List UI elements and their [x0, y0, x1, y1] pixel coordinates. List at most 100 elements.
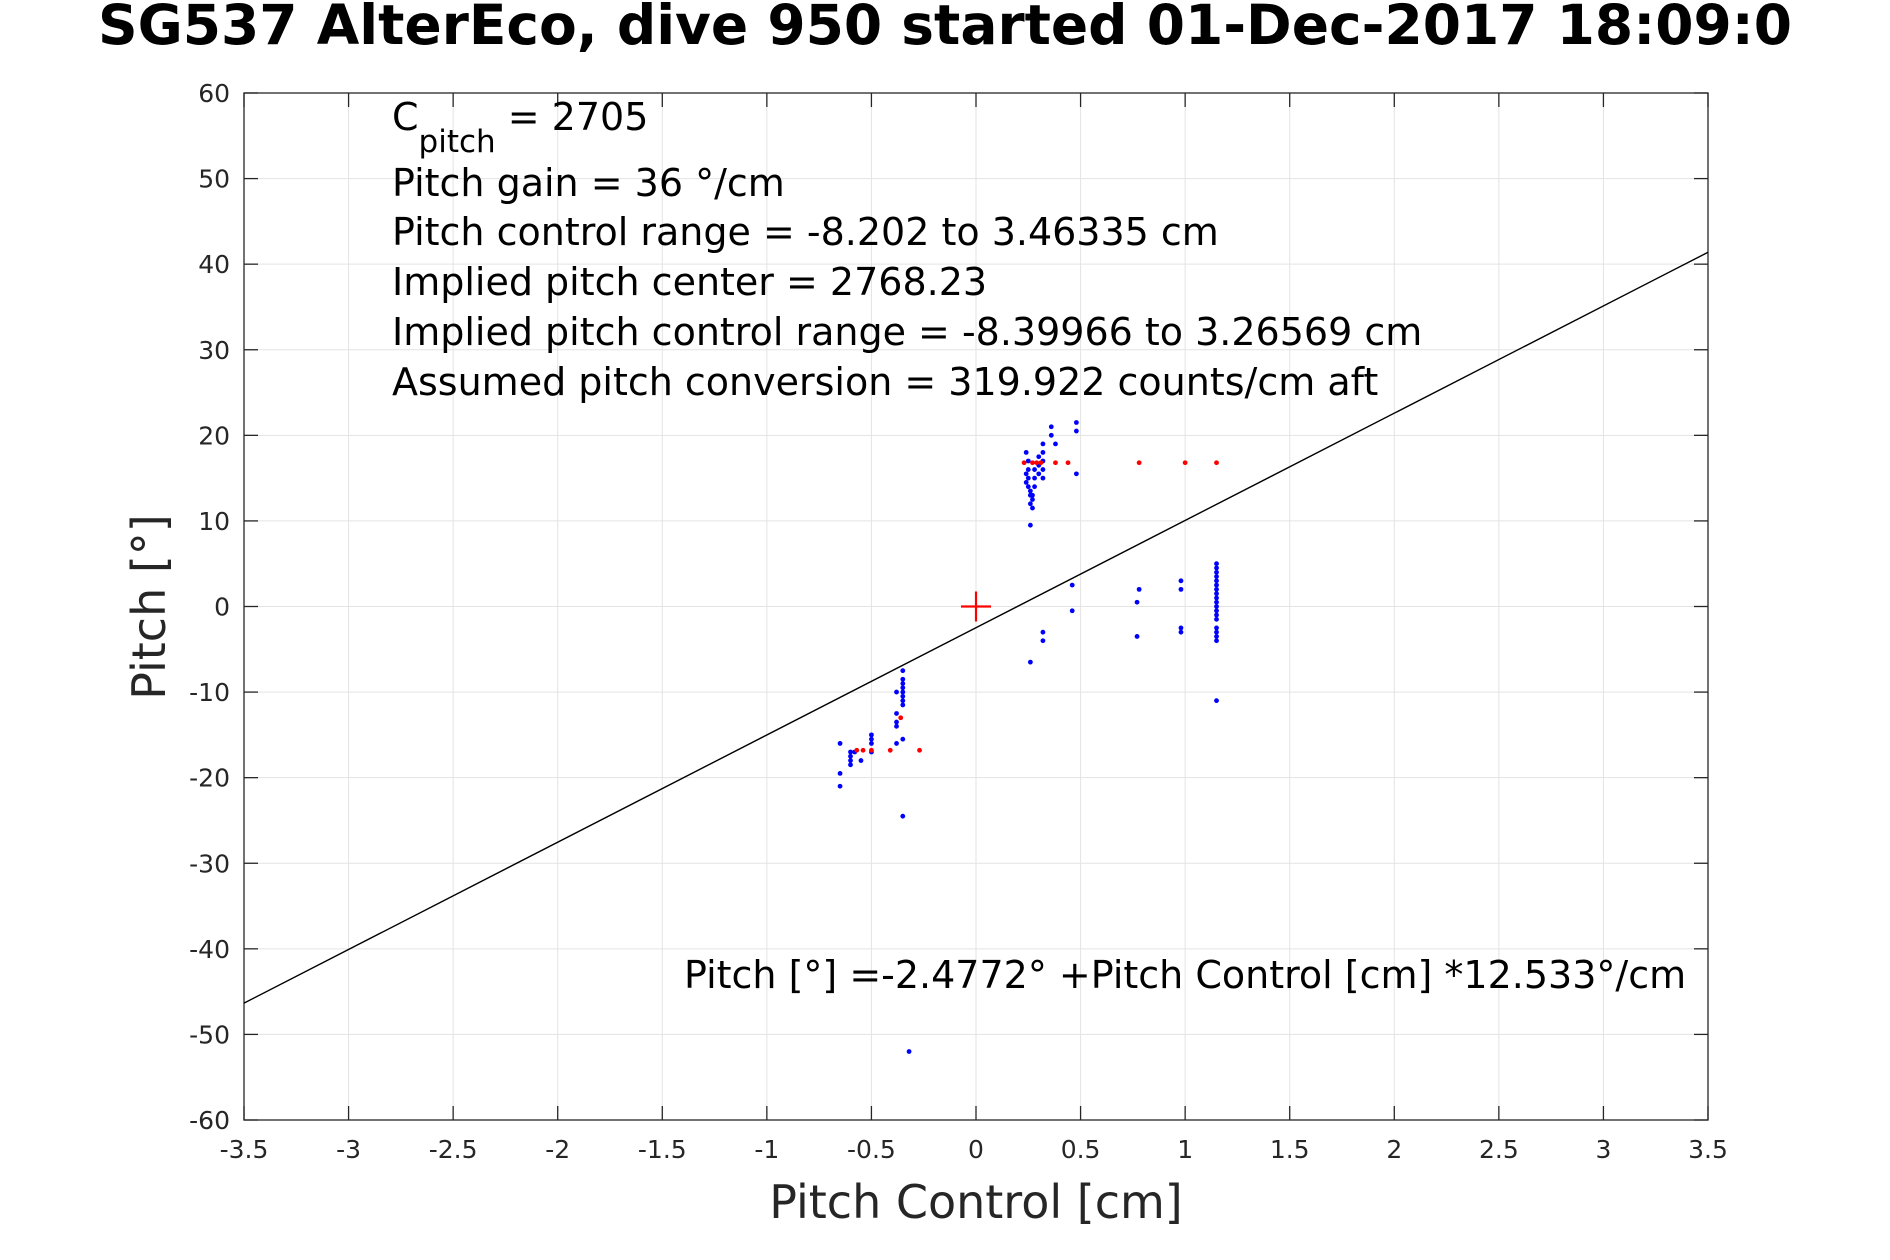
data-point-blue	[906, 1049, 912, 1054]
data-point-red	[869, 747, 874, 753]
data-point-blue	[900, 685, 906, 691]
annotation-implied-pitch-center: Implied pitch center = 2768.23	[392, 260, 987, 304]
data-point-blue	[848, 753, 853, 759]
data-point-blue	[1178, 629, 1184, 635]
y-tick-label: 40	[198, 250, 230, 279]
data-point-blue	[1040, 638, 1046, 644]
y-tick-label: 20	[198, 421, 230, 450]
data-point-blue	[894, 719, 899, 725]
data-point-blue	[894, 689, 899, 695]
data-point-red	[854, 747, 860, 753]
data-points	[837, 420, 1219, 1054]
data-point-red	[860, 747, 866, 753]
data-point-blue	[1027, 522, 1033, 528]
data-point-blue	[1048, 424, 1054, 430]
data-point-blue	[1027, 659, 1033, 665]
data-point-blue	[1214, 638, 1219, 644]
data-point-red	[1053, 460, 1058, 466]
x-tick-label: 2.5	[1479, 1135, 1519, 1164]
data-point-blue	[869, 741, 874, 746]
y-tick-label: -10	[189, 678, 230, 707]
x-tick-labels: -3.5 -3 -2.5 -2 -1.5 -1 -0.5 0 0.5 1 1.5 2 2.5 3 3.5	[220, 1135, 1728, 1164]
data-point-blue	[1030, 497, 1035, 502]
data-point-blue	[1134, 634, 1140, 639]
data-point-blue	[900, 813, 906, 819]
data-point-blue	[1023, 471, 1029, 477]
data-point-blue	[837, 783, 843, 789]
data-point-blue	[1025, 475, 1031, 481]
x-tick-label: -3.5	[220, 1135, 269, 1164]
data-point-red	[917, 747, 922, 753]
x-tick-label: 3	[1595, 1135, 1611, 1164]
data-point-blue	[1214, 612, 1219, 618]
x-tick-label: 1	[1177, 1135, 1193, 1164]
y-tick-labels: -60 -50 -40 -30 -20 -10 0 10 20 30 40 50 60	[189, 79, 230, 1135]
data-point-red	[1034, 460, 1040, 466]
data-point-blue	[1040, 450, 1046, 455]
annotation-pitch-control-range: Pitch control range = -8.202 to 3.46335 …	[392, 210, 1219, 254]
data-point-blue	[1214, 561, 1219, 567]
data-point-blue	[1040, 475, 1046, 481]
fit-line-group	[243, 251, 1709, 1004]
y-tick-label: 50	[198, 165, 230, 194]
data-point-blue	[1214, 565, 1219, 571]
data-point-blue	[1025, 458, 1031, 464]
data-point-blue	[1214, 569, 1219, 575]
data-point-blue	[1214, 608, 1219, 614]
x-tick-label: -0.5	[847, 1135, 896, 1164]
data-point-blue	[1214, 634, 1219, 639]
data-point-red	[1038, 460, 1044, 466]
data-point-blue	[900, 693, 906, 699]
data-point-blue	[1023, 450, 1029, 455]
y-tick-label: 10	[198, 507, 230, 536]
data-point-blue	[1134, 599, 1140, 605]
data-point-blue	[1027, 501, 1033, 507]
annotation-cpitch: Cpitch = 2705	[392, 95, 648, 160]
x-tick-label: -2	[545, 1135, 570, 1164]
data-point-blue	[1214, 578, 1219, 584]
data-point-blue	[1214, 586, 1219, 592]
data-point-blue	[858, 758, 864, 763]
data-point-blue	[1053, 441, 1058, 447]
data-point-blue	[1214, 616, 1219, 622]
data-point-blue	[894, 723, 899, 729]
data-point-blue	[900, 681, 906, 686]
data-point-blue	[1178, 586, 1184, 592]
x-tick-label: -1	[754, 1135, 779, 1164]
fit-line	[243, 251, 1709, 1004]
data-point-blue	[894, 711, 899, 716]
data-point-red	[1030, 460, 1035, 466]
y-tick-label: 60	[198, 79, 230, 108]
data-point-blue	[1214, 574, 1219, 579]
data-point-red	[1021, 460, 1027, 466]
x-tick-label: -2.5	[429, 1135, 478, 1164]
data-point-blue	[1036, 471, 1042, 477]
data-point-blue	[1214, 604, 1219, 609]
data-point-blue	[1214, 591, 1219, 597]
x-tick-label: -1.5	[638, 1135, 687, 1164]
data-point-blue	[900, 668, 906, 674]
data-point-blue	[1214, 599, 1219, 605]
data-point-red	[898, 715, 904, 721]
y-axis-label: Pitch [°]	[122, 514, 176, 700]
data-point-blue	[1214, 582, 1219, 588]
data-point-blue	[1030, 505, 1035, 511]
x-axis-label: Pitch Control [cm]	[769, 1175, 1183, 1229]
cpitch-subscript: pitch	[419, 124, 496, 160]
data-point-blue	[1032, 475, 1037, 481]
data-point-blue	[837, 770, 843, 776]
data-point-blue	[1040, 629, 1046, 635]
data-point-blue	[1214, 595, 1219, 601]
data-point-blue	[837, 741, 843, 746]
data-point-blue	[1136, 586, 1142, 592]
annotation-pitch-gain: Pitch gain = 36 °/cm	[392, 161, 785, 205]
data-point-blue	[848, 758, 853, 763]
data-point-blue	[1069, 582, 1075, 588]
data-point-blue	[1030, 492, 1035, 498]
x-tick-label: 0.5	[1061, 1135, 1101, 1164]
data-point-blue	[1178, 578, 1184, 584]
data-point-blue	[900, 702, 906, 708]
data-point-blue	[1073, 420, 1079, 425]
cpitch-value: = 2705	[496, 95, 649, 139]
